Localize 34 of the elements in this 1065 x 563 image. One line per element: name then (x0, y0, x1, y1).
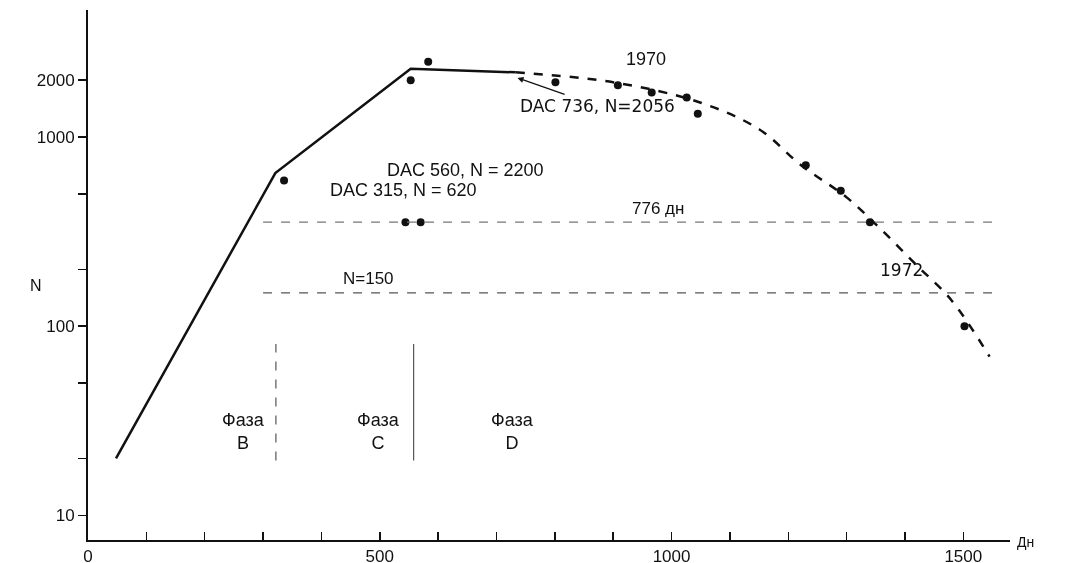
annotation: Фаза D (491, 410, 534, 454)
y-axis-title: N (30, 277, 42, 294)
ref-line-label: N=150 (343, 269, 394, 288)
x-tick-label: 0 (83, 547, 93, 563)
point (682, 93, 691, 102)
point (416, 218, 425, 227)
point (401, 218, 410, 227)
annotation: 1970 (626, 49, 667, 69)
point (551, 78, 560, 87)
point (693, 109, 702, 118)
point (424, 57, 433, 66)
point (406, 76, 415, 85)
annotation: Фаза C (357, 410, 400, 454)
y-tick-label: 1000 (36, 128, 75, 148)
y-tick-label: 100 (46, 317, 75, 337)
annotation: DAC 315, N = 620 (330, 180, 477, 200)
point (613, 81, 622, 90)
x-tick-label: 1000 (652, 547, 691, 563)
annotation: 1972 (880, 260, 924, 280)
annotation: DAC 560, N = 2200 (387, 160, 544, 180)
point (960, 322, 969, 331)
point (280, 176, 289, 185)
annotation: Фаза B (222, 410, 265, 454)
point (801, 161, 810, 170)
point (836, 186, 845, 195)
x-axis-title: Дн (1017, 534, 1035, 550)
x-tick-label: 500 (365, 547, 394, 563)
x-tick-label: 1500 (944, 547, 983, 563)
point (647, 88, 656, 97)
y-tick-label: 2000 (36, 71, 75, 91)
point (865, 218, 874, 227)
y-tick-label: 10 (55, 506, 75, 526)
ref-line-label: 776 дн (632, 199, 685, 218)
annotation: DAC 736, N=2056 (520, 96, 675, 116)
